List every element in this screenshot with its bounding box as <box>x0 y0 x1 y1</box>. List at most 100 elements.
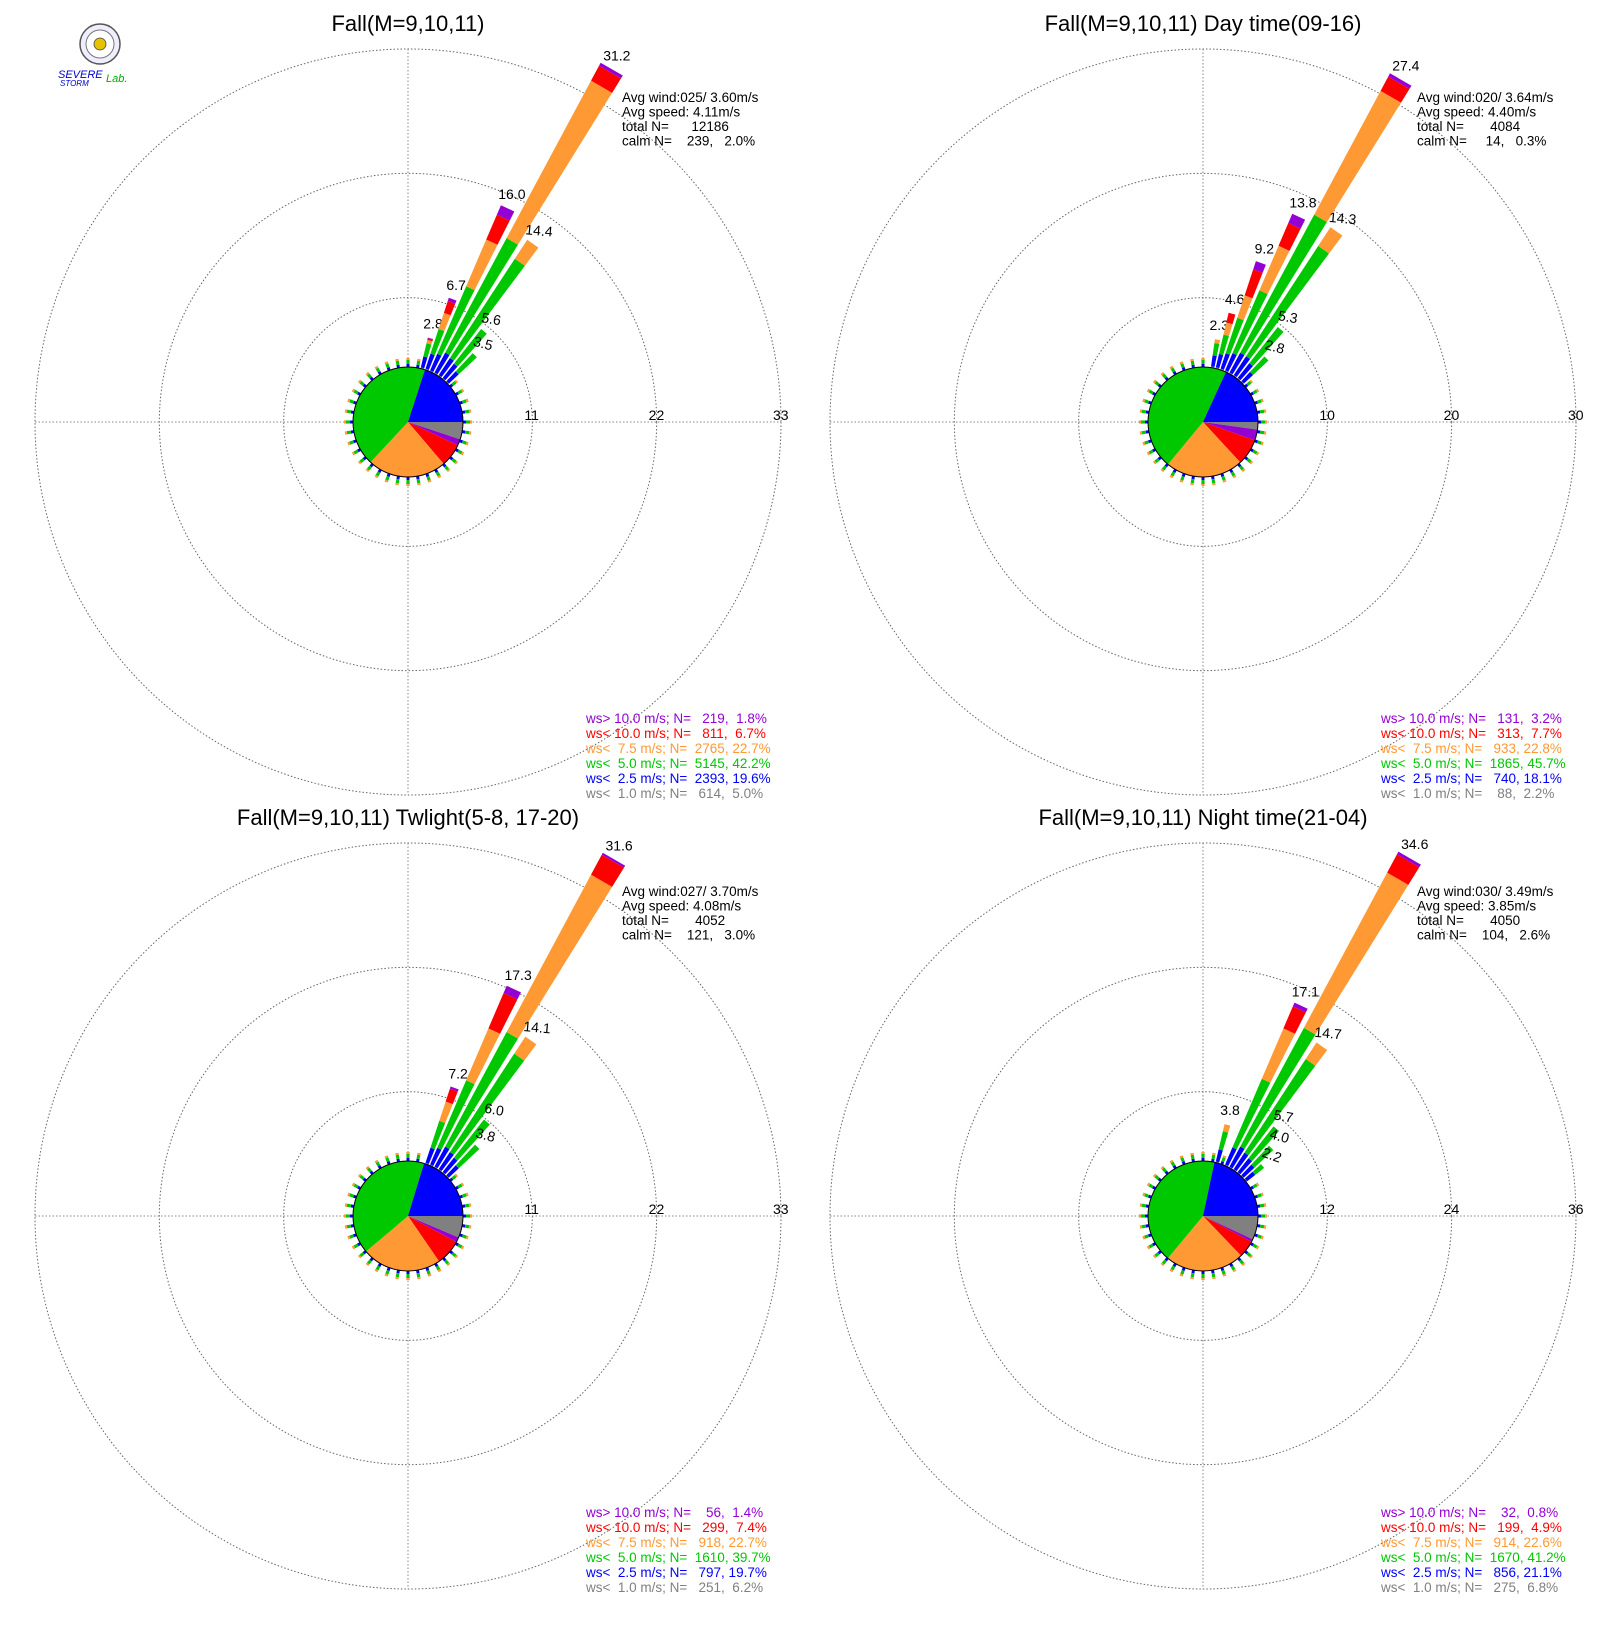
petal-total-label: 31.2 <box>603 47 630 63</box>
petal-stub <box>1256 399 1262 404</box>
petal-stub <box>1144 399 1150 404</box>
petal-segment-lt5 <box>1248 1126 1280 1162</box>
stats-line: calm N= 239, 2.0% <box>622 134 755 149</box>
petal-stub <box>1148 389 1154 395</box>
petal-stub <box>395 478 400 484</box>
petal-total-label: 2.2 <box>1260 1144 1284 1166</box>
petal-total-label: 3.8 <box>1220 1102 1240 1118</box>
petal-stub <box>1139 420 1142 424</box>
petal-stub <box>451 1174 457 1180</box>
petal-stub <box>351 1245 356 1250</box>
petal-segment-lt10 <box>443 301 456 316</box>
petal-stub <box>1252 389 1258 395</box>
petal-stub <box>1232 1268 1237 1273</box>
petal-segment-lt75 <box>1318 227 1343 254</box>
petal-stub <box>395 1272 400 1278</box>
petal-stub <box>349 1193 355 1198</box>
petal-stub <box>1180 363 1185 369</box>
petal-segment-lt5 <box>423 343 432 358</box>
petal-stub <box>1154 1174 1160 1180</box>
petal-segment-lt25 <box>1237 363 1253 381</box>
petal-total-label: 27.4 <box>1392 58 1419 74</box>
petal-segment-lt75 <box>506 80 613 245</box>
petal-segment-lt25 <box>438 1152 454 1172</box>
petal-stub <box>406 476 410 480</box>
petal-stub <box>1201 1270 1205 1274</box>
petal-stub <box>357 1173 362 1178</box>
petal-stub <box>1169 1159 1174 1164</box>
petal-segment-lt5 <box>1225 317 1244 355</box>
legend-entry-lt5: ws< 5.0 m/s; N= 1865, 45.7% <box>1380 756 1566 771</box>
petal-ring <box>1139 1152 1267 1280</box>
petal-stub <box>446 1262 451 1267</box>
petal-stub <box>1255 1182 1260 1187</box>
legend-entry-lt10: ws< 10.0 m/s; N= 299, 7.4% <box>585 1520 767 1535</box>
petal-stub <box>1190 358 1194 362</box>
petal-segment-lt1 <box>442 1171 446 1175</box>
petal-segment-lt25 <box>1233 1152 1249 1172</box>
petal-stub <box>469 420 472 424</box>
petal-50: 2.2 <box>1244 1144 1284 1182</box>
petal-stub <box>1190 360 1195 366</box>
petal-segment-lt5 <box>455 1144 480 1169</box>
petal-segment-gt10 <box>1292 1002 1308 1013</box>
petal-stub <box>1239 1259 1245 1265</box>
petal-stub <box>1180 1269 1185 1275</box>
petal-stub <box>344 1203 348 1207</box>
petal-segment-lt1 <box>445 381 449 385</box>
legend-entry-lt75: ws< 7.5 m/s; N= 914, 22.6% <box>1380 1535 1562 1550</box>
petal-stub <box>464 1203 470 1208</box>
petal-stub <box>457 389 463 395</box>
petal-stub <box>375 1265 381 1271</box>
petal-stub <box>1256 440 1262 445</box>
petal-15: 3.8 <box>1215 1102 1240 1164</box>
pie-slice-lt25 <box>1203 1162 1258 1216</box>
petal-stub <box>1212 1276 1216 1280</box>
petal-stub <box>451 380 457 386</box>
petal-stub <box>1154 1252 1160 1258</box>
petal-segment-lt25 <box>420 356 428 369</box>
pie-outline <box>1147 1160 1259 1272</box>
petal-stub <box>416 360 421 366</box>
petal-segment-lt5 <box>453 329 487 367</box>
petal-20: 6.7 <box>425 277 466 371</box>
petal-stub <box>1230 471 1236 477</box>
petal-segment-lt25 <box>442 363 458 381</box>
petal-stub <box>460 388 465 393</box>
petal-stub <box>1221 1157 1226 1163</box>
petal-stub <box>1141 420 1146 424</box>
petal-stub <box>1252 449 1258 455</box>
petal-stub <box>1255 1245 1260 1250</box>
petal-stub <box>1179 1155 1184 1159</box>
petal-segment-lt75 <box>1214 339 1221 344</box>
petal-segment-lt75 <box>426 339 433 345</box>
petal-stub <box>1201 479 1205 484</box>
legend-entry-lt25: ws< 2.5 m/s; N= 856, 21.1% <box>1380 1565 1562 1580</box>
petal-segment-gt10 <box>503 985 521 1000</box>
stats-line: total N= 12186 <box>622 119 729 134</box>
stats-line: Avg wind:027/ 3.70m/s <box>622 884 759 899</box>
petal-stub <box>1246 1252 1252 1258</box>
legend-entry-lt75: ws< 7.5 m/s; N= 918, 22.7% <box>585 1535 767 1550</box>
severe-storm-lab-logo: SEVERE STORM Lab. <box>58 23 127 88</box>
petal-total-label: 14.7 <box>1314 1024 1343 1042</box>
petal-segment-lt1 <box>1240 1175 1244 1179</box>
petal-stub <box>395 1276 399 1280</box>
petal-stub <box>1264 420 1267 424</box>
legend-entry-lt25: ws< 2.5 m/s; N= 2393, 19.6% <box>585 771 771 786</box>
petal-stub <box>1256 1193 1262 1198</box>
radial-tick-label: 12 <box>1319 1201 1335 1217</box>
petal-stub <box>1221 475 1226 481</box>
pie-slice-lt25 <box>1203 372 1258 422</box>
petal-segment-lt10 <box>488 992 518 1034</box>
petal-stub <box>406 479 410 484</box>
petal-stub <box>465 1214 470 1218</box>
petal-40: 6.0 <box>442 1100 505 1175</box>
petal-segment-lt1 <box>442 377 446 381</box>
petal-stub <box>1169 365 1174 370</box>
petal-stub <box>1263 1225 1267 1229</box>
petal-30: 27.4 <box>1228 58 1420 376</box>
petal-stub <box>351 451 356 456</box>
petal-segment-lt25 <box>1241 1164 1255 1178</box>
